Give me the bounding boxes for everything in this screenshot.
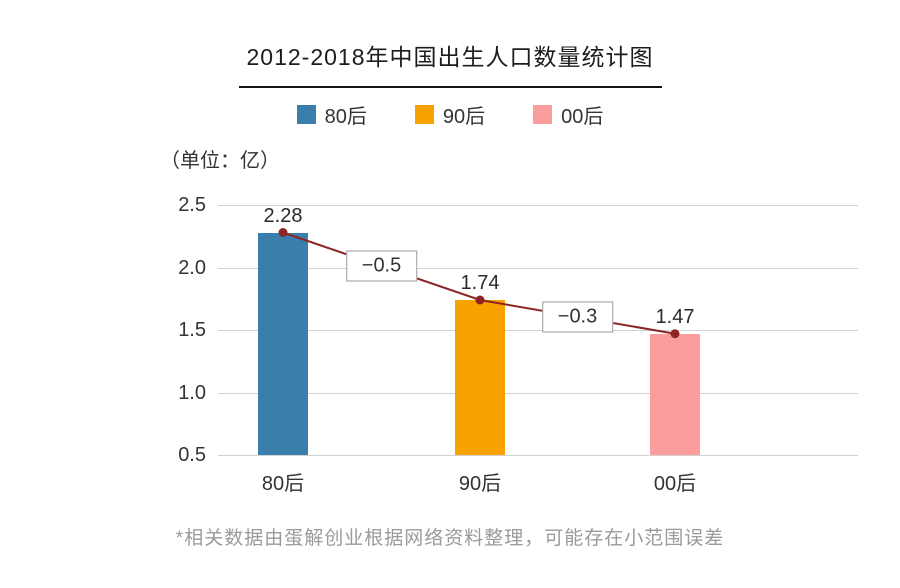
x-axis-label-80后: 80后: [261, 473, 305, 495]
legend-item-label: 00后: [561, 106, 604, 128]
bar-value-label-80后: 2.28: [263, 204, 303, 227]
legend-swatch-1: [414, 105, 434, 124]
gridline-1.5: [218, 330, 858, 331]
legend-item-80后: 80后: [296, 100, 367, 129]
legend-item-90后: 90后: [414, 100, 486, 129]
y-axis-tick-label: 2.5: [178, 194, 206, 216]
bar-value-label-90后: 1.74: [460, 272, 500, 294]
gridline-0.5: [218, 455, 858, 456]
trend-line-overlay: [278, 228, 680, 339]
gridline-2.5: [218, 205, 858, 206]
bar-value-label-00后: 1.47: [655, 305, 695, 328]
gridline-2.0: [218, 267, 858, 269]
chart-title-wrap: 2012-2018年中国出生人口数量统计图: [0, 38, 900, 88]
y-axis-tick-label: 1.5: [178, 319, 206, 341]
legend-swatch-0: [296, 105, 316, 124]
diff-label-1: −0.5: [345, 250, 418, 282]
trend-point-90后: [475, 295, 485, 305]
legend-item-00后: 00后: [533, 100, 603, 129]
legend: 80后 90后 00后: [0, 100, 900, 129]
plot-area: 2.5 2.0 1.5 1.0 0.5 2.28 1.74 1.47 80后 90后 00后 −0.5…: [178, 194, 858, 495]
trend-point-00后: [670, 329, 680, 339]
x-axis-label-00后: 00后: [653, 473, 697, 495]
legend-item-label: 90后: [442, 106, 486, 128]
bar-80后: [258, 232, 308, 455]
y-axis-tick-label: 0.5: [178, 444, 206, 466]
bar-00后: [650, 333, 700, 455]
legend-swatch-2: [533, 105, 553, 124]
gridline-1.0: [218, 392, 858, 394]
x-axis-label-90后: 90后: [458, 473, 502, 495]
chart-title: 2012-2018年中国出生人口数量统计图: [238, 38, 662, 88]
diff-label-2: −0.3: [541, 301, 614, 333]
unit-label: （单位：亿）: [160, 150, 280, 172]
y-axis-tick-label: 1.0: [178, 381, 206, 404]
y-axis-tick-label: 2.0: [178, 256, 206, 279]
bar-90后: [455, 300, 505, 455]
footer-note: *相关数据由蛋解创业根据网络资料整理，可能存在小范围误差: [175, 528, 725, 549]
legend-item-label: 80后: [324, 106, 367, 128]
trend-point-80后: [278, 228, 288, 237]
